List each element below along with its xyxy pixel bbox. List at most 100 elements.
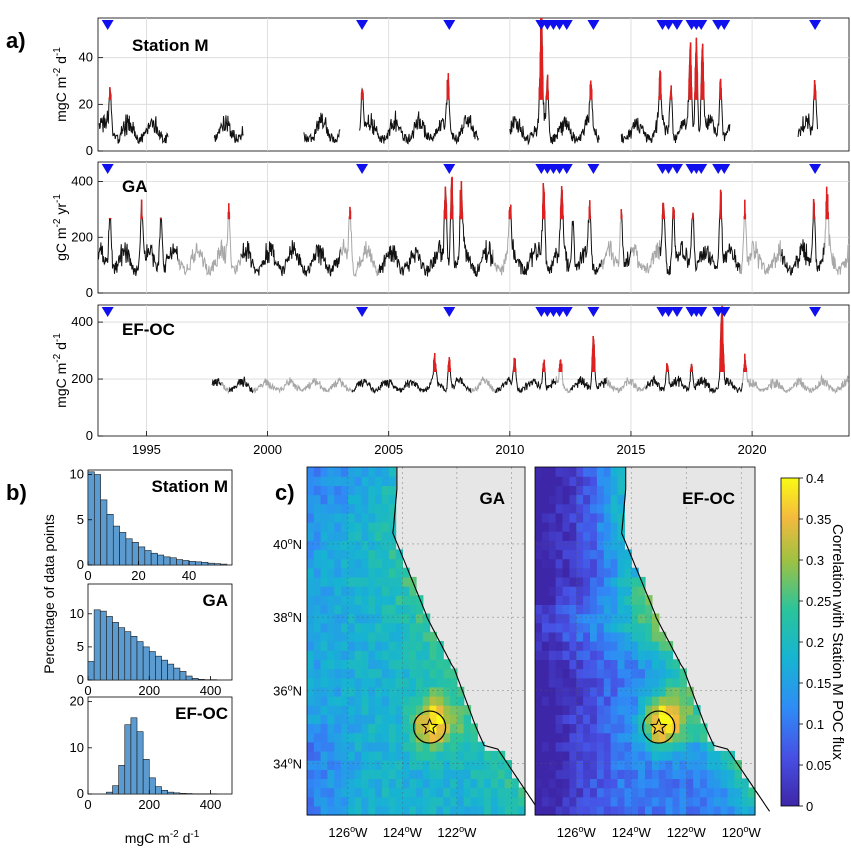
correlation-cell (354, 778, 363, 789)
correlation-cell (631, 567, 639, 578)
correlation-cell (409, 695, 417, 706)
correlation-cell (341, 521, 349, 532)
correlation-cell (429, 668, 437, 679)
correlation-cell (354, 595, 363, 605)
correlation-cell (416, 741, 424, 752)
correlation-cell (456, 778, 465, 789)
correlation-cell (320, 750, 328, 761)
y-tick-label: 5 (77, 639, 84, 654)
histogram-bar (157, 554, 165, 566)
correlation-cell (409, 641, 417, 651)
correlation-cell (429, 659, 437, 670)
correlation-cell (456, 723, 465, 734)
correlation-cell (583, 641, 591, 651)
correlation-cell (638, 750, 646, 761)
correlation-cell (590, 512, 598, 523)
correlation-cell (456, 714, 465, 725)
correlation-cell (576, 576, 584, 587)
correlation-cell (368, 503, 376, 514)
correlation-cell (347, 613, 356, 624)
correlation-cell (361, 787, 369, 798)
correlation-cell (610, 760, 619, 770)
correlation-cell (583, 741, 591, 752)
correlation-cell (388, 576, 397, 587)
correlation-cell (679, 677, 687, 688)
correlation-cell (617, 805, 625, 816)
correlation-cell (497, 796, 506, 807)
correlation-cell (590, 668, 598, 679)
correlation-cell (679, 732, 687, 743)
correlation-cell (631, 622, 639, 633)
correlation-cell (341, 485, 349, 496)
event-marker (443, 307, 456, 317)
correlation-cell (436, 705, 444, 715)
correlation-cell (658, 769, 667, 779)
correlation-cell (624, 641, 632, 651)
correlation-cell (651, 695, 660, 706)
correlation-cell (548, 613, 557, 624)
correlation-cell (334, 622, 342, 633)
correlation-cell (548, 576, 557, 587)
correlation-cell (313, 686, 322, 697)
correlation-cell (631, 787, 639, 798)
correlation-cell (638, 659, 646, 670)
lon-tick-label: 126oW (557, 824, 597, 840)
correlation-cell (562, 494, 570, 505)
correlation-cell (576, 750, 584, 761)
correlation-cell (327, 769, 335, 779)
correlation-cell (320, 631, 328, 642)
correlation-cell (658, 705, 667, 715)
histogram-bar (148, 777, 156, 795)
correlation-cell (320, 512, 328, 523)
correlation-cell (686, 769, 694, 779)
correlation-cell (651, 650, 660, 660)
correlation-cell (576, 686, 584, 697)
correlation-cell (617, 540, 625, 551)
correlation-cell (651, 613, 660, 624)
correlation-cell (443, 723, 451, 734)
histogram-bar (106, 514, 114, 566)
correlation-cell (583, 540, 591, 551)
correlation-cell (583, 549, 591, 560)
correlation-cell (422, 622, 431, 633)
correlation-cell (402, 631, 410, 642)
correlation-cell (562, 668, 570, 679)
correlation-cell (603, 485, 612, 496)
correlation-cell (388, 558, 397, 569)
event-marker (695, 307, 708, 317)
correlation-cell (555, 695, 564, 706)
correlation-cell (562, 650, 570, 660)
correlation-cell (734, 787, 742, 798)
histogram-bar (169, 557, 177, 566)
correlation-cell (327, 485, 335, 496)
correlation-cell (375, 695, 383, 706)
lat-tick-label: 40oN (273, 536, 302, 552)
correlation-cell (388, 760, 397, 770)
correlation-cell (569, 549, 577, 560)
series-line (741, 353, 849, 395)
correlation-cell (341, 741, 349, 752)
correlation-cell (463, 732, 472, 743)
correlation-cell (603, 796, 612, 807)
correlation-cell (651, 668, 660, 679)
correlation-cell (381, 695, 390, 706)
correlation-cell (450, 732, 458, 743)
correlation-cell (610, 750, 619, 761)
correlation-cell (443, 741, 451, 752)
correlation-cell (555, 586, 564, 596)
correlation-cell (327, 567, 335, 578)
correlation-cell (320, 641, 328, 651)
correlation-cell (307, 512, 315, 523)
correlation-cell (334, 558, 342, 569)
correlation-cell (334, 631, 342, 642)
correlation-cell (347, 741, 356, 752)
event-marker (662, 20, 675, 30)
histogram-bar (188, 561, 196, 566)
correlation-cell (569, 613, 577, 624)
correlation-cell (700, 723, 708, 734)
correlation-cell (341, 613, 349, 624)
correlation-cell (422, 714, 431, 725)
correlation-cell (409, 686, 417, 697)
correlation-cell (562, 467, 570, 477)
correlation-cell (416, 723, 424, 734)
